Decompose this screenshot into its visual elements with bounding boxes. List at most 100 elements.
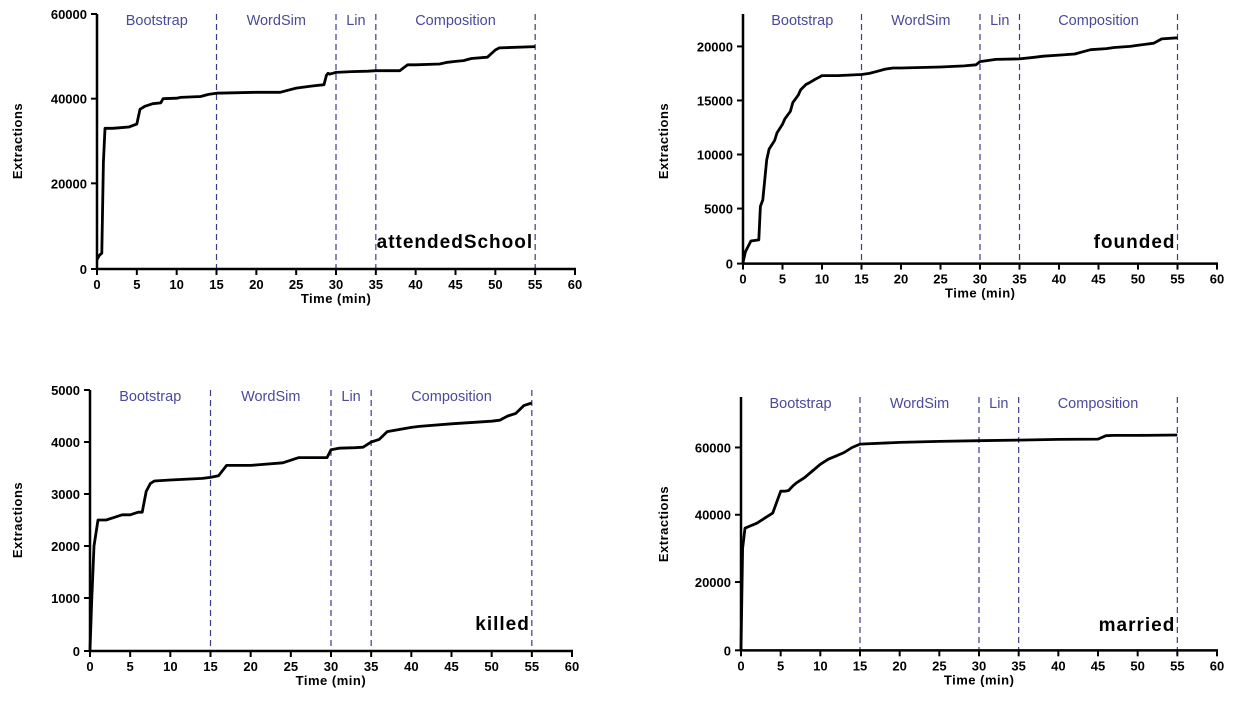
panel-title: attendedSchool: [377, 232, 534, 253]
x-tick-label: 40: [1052, 272, 1066, 287]
x-tick-label: 40: [404, 659, 418, 674]
phase-label: Lin: [341, 389, 360, 405]
chart-panel-married: Bootstrap WordSim Lin Composition 0 5 10 15 20 25…: [656, 396, 1224, 687]
x-tick-label: 30: [972, 658, 986, 673]
y-tick-label: 40000: [695, 508, 731, 523]
x-axis-title: Time (min): [945, 286, 1016, 301]
panel-title: married: [1099, 615, 1176, 636]
series-line: [88, 401, 533, 651]
x-tick-label: 40: [408, 277, 422, 292]
x-tick-label: 0: [86, 659, 93, 674]
series-line: [95, 45, 536, 261]
x-axis-title: Time (min): [301, 291, 372, 306]
x-tick-label: 35: [1011, 658, 1025, 673]
phase-label: Bootstrap: [771, 13, 833, 29]
x-tick-label: 0: [737, 658, 744, 673]
y-tick-label: 60000: [695, 440, 731, 455]
phase-label: Composition: [1058, 396, 1139, 412]
phase-label: Lin: [346, 13, 365, 29]
x-tick-label: 20: [243, 659, 257, 674]
x-tick-label: 55: [525, 659, 539, 674]
x-tick-label: 20: [249, 277, 263, 292]
chart-panel-killed: Bootstrap WordSim Lin Composition 0 5 10 15 20 25…: [10, 383, 579, 688]
x-tick-label: 10: [815, 272, 829, 287]
panel-title: killed: [475, 614, 530, 635]
y-tick-label: 5000: [704, 202, 733, 217]
x-tick-label: 5: [777, 658, 784, 673]
x-tick-label: 45: [448, 277, 462, 292]
y-tick-label: 20000: [695, 575, 731, 590]
x-tick-label: 50: [1131, 272, 1145, 287]
y-tick-label: 20000: [697, 39, 733, 54]
x-tick-label: 50: [1130, 658, 1144, 673]
y-axis-title: Extractions: [10, 103, 25, 179]
x-tick-label: 45: [444, 659, 458, 674]
x-tick-label: 35: [1012, 272, 1026, 287]
y-tick-label: 4000: [51, 435, 80, 450]
x-tick-label: 55: [1170, 272, 1184, 287]
x-axis-title: Time (min): [944, 672, 1015, 687]
x-tick-label: 20: [894, 272, 908, 287]
series-line: [739, 433, 1178, 650]
phase-label: WordSim: [890, 396, 949, 412]
x-tick-label: 10: [163, 659, 177, 674]
x-tick-label: 25: [933, 272, 947, 287]
y-tick-label: 20000: [51, 176, 87, 191]
x-tick-label: 10: [169, 277, 183, 292]
x-axis-title: Time (min): [296, 673, 367, 688]
x-tick-label: 5: [127, 659, 134, 674]
y-axis-title: Extractions: [10, 482, 25, 558]
x-tick-label: 25: [284, 659, 298, 674]
x-tick-label: 30: [973, 272, 987, 287]
x-tick-label: 20: [892, 658, 906, 673]
panel-title: founded: [1094, 232, 1176, 253]
y-tick-label: 10000: [697, 148, 733, 163]
x-tick-label: 15: [203, 659, 217, 674]
y-tick-label: 0: [726, 257, 733, 272]
chart-panel-founded: Bootstrap WordSim Lin Composition 0 5 10 15 20 25…: [656, 13, 1224, 301]
x-tick-label: 5: [133, 277, 140, 292]
phase-label: WordSim: [241, 389, 300, 405]
x-tick-label: 0: [739, 272, 746, 287]
phase-label: Bootstrap: [126, 13, 188, 29]
x-tick-label: 15: [209, 277, 223, 292]
y-tick-label: 1000: [51, 591, 80, 606]
x-tick-label: 45: [1091, 272, 1105, 287]
x-tick-label: 55: [528, 277, 542, 292]
x-tick-label: 0: [93, 277, 100, 292]
chart-panel-attendedSchool: Bootstrap WordSim Lin Composition 0 5 10 15 20 25…: [10, 7, 582, 306]
x-tick-label: 60: [568, 277, 582, 292]
y-tick-label: 40000: [51, 92, 87, 107]
y-tick-label: 5000: [51, 383, 80, 398]
phase-label: Bootstrap: [119, 389, 181, 405]
y-axis-title: Extractions: [656, 486, 671, 562]
x-tick-label: 35: [369, 277, 383, 292]
x-tick-label: 15: [853, 658, 867, 673]
x-tick-label: 50: [488, 277, 502, 292]
y-tick-label: 15000: [697, 93, 733, 108]
x-tick-label: 60: [565, 659, 579, 674]
phase-label: Composition: [411, 389, 492, 405]
y-tick-label: 60000: [51, 7, 87, 22]
x-tick-label: 60: [1210, 658, 1224, 673]
x-tick-label: 5: [779, 272, 786, 287]
y-tick-label: 0: [724, 643, 731, 658]
y-tick-label: 2000: [51, 539, 80, 554]
x-tick-label: 35: [364, 659, 378, 674]
x-tick-label: 60: [1210, 272, 1224, 287]
x-tick-label: 30: [329, 277, 343, 292]
x-tick-label: 30: [324, 659, 338, 674]
x-tick-label: 50: [484, 659, 498, 674]
x-tick-label: 40: [1051, 658, 1065, 673]
x-tick-label: 25: [289, 277, 303, 292]
y-tick-label: 3000: [51, 487, 80, 502]
phase-label: Lin: [989, 396, 1008, 412]
x-tick-label: 55: [1170, 658, 1184, 673]
y-tick-label: 0: [73, 644, 80, 659]
x-tick-label: 25: [932, 658, 946, 673]
phase-label: Bootstrap: [769, 396, 831, 412]
series-line: [741, 36, 1178, 263]
phase-label: Composition: [415, 13, 496, 29]
phase-label: Composition: [1058, 13, 1139, 29]
